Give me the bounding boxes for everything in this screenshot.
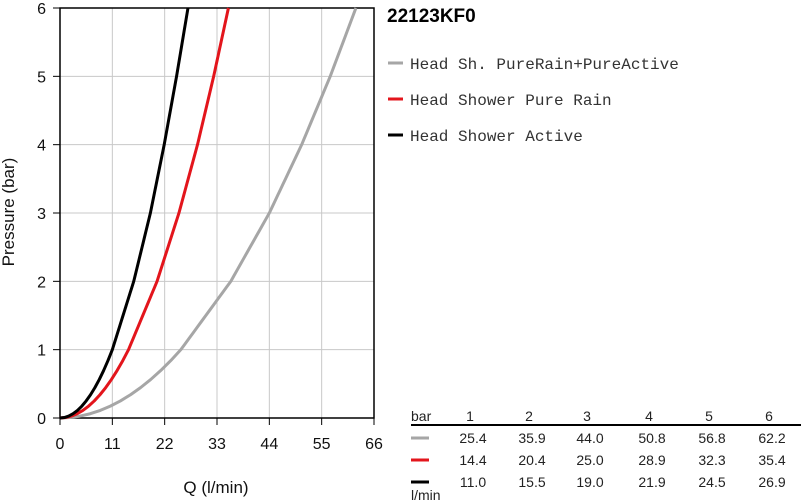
table-cell: 20.4 bbox=[518, 452, 545, 468]
table-cell: 35.4 bbox=[758, 452, 785, 468]
series-line-3 bbox=[59, 7, 190, 420]
table-cell: 14.4 bbox=[459, 452, 486, 468]
legend-label: Head Shower Active bbox=[410, 128, 583, 146]
x-tick-label: 33 bbox=[208, 436, 226, 453]
y-tick-label: 6 bbox=[37, 1, 46, 18]
table-unit-label: l/min bbox=[411, 487, 441, 502]
legend: Head Sh. PureRain+PureActive Head Shower … bbox=[388, 56, 679, 146]
table-column-header: 3 bbox=[583, 408, 591, 424]
table-cell: 25.0 bbox=[576, 452, 603, 468]
legend-label: Head Shower Pure Rain bbox=[410, 92, 612, 110]
x-tick-label: 22 bbox=[156, 436, 174, 453]
table-header-label: bar bbox=[411, 408, 432, 424]
x-axis-ticks: 0 11 22 33 44 55 66 bbox=[56, 418, 383, 453]
series-lines bbox=[59, 7, 358, 420]
y-tick-label: 5 bbox=[37, 69, 46, 86]
chart-grid bbox=[60, 8, 374, 418]
table-column-header: 4 bbox=[645, 408, 653, 424]
table-cell: 15.5 bbox=[518, 474, 545, 490]
y-tick-label: 3 bbox=[37, 206, 46, 223]
legend-label: Head Sh. PureRain+PureActive bbox=[410, 56, 679, 74]
table-cell: 19.0 bbox=[576, 474, 603, 490]
table-column-header: 2 bbox=[525, 408, 533, 424]
x-tick-label: 11 bbox=[104, 436, 121, 453]
table-cell: 32.3 bbox=[698, 452, 725, 468]
y-axis-title: Pressure (bar) bbox=[0, 158, 18, 267]
x-tick-label: 44 bbox=[260, 436, 278, 453]
chart-title: 22123KF0 bbox=[387, 6, 476, 27]
table-column-header: 6 bbox=[765, 408, 773, 424]
y-tick-label: 0 bbox=[37, 411, 46, 428]
data-table: bar 1 2 3 4 5 6 25.4 35.9 44.0 50.8 56.8 62.2 14.4 20.… bbox=[411, 408, 801, 502]
table-cell: 25.4 bbox=[459, 430, 486, 446]
x-tick-label: 55 bbox=[313, 436, 331, 453]
y-axis-ticks: 0 1 2 3 4 5 6 bbox=[37, 1, 60, 428]
x-tick-label: 0 bbox=[56, 436, 65, 453]
table-cell: 28.9 bbox=[638, 452, 665, 468]
table-cell: 44.0 bbox=[576, 430, 603, 446]
table-cell: 56.8 bbox=[698, 430, 725, 446]
table-cell: 35.9 bbox=[518, 430, 545, 446]
table-cell: 26.9 bbox=[758, 474, 785, 490]
table-cell: 11.0 bbox=[460, 474, 486, 490]
table-column-header: 5 bbox=[705, 408, 713, 424]
y-tick-label: 2 bbox=[37, 274, 46, 291]
x-tick-label: 66 bbox=[365, 436, 383, 453]
table-cell: 21.9 bbox=[638, 474, 665, 490]
series-line-2 bbox=[59, 7, 230, 420]
y-tick-label: 4 bbox=[37, 138, 46, 155]
table-cell: 62.2 bbox=[758, 430, 785, 446]
table-column-header: 1 bbox=[466, 408, 474, 424]
series-line-1 bbox=[59, 7, 358, 420]
table-cell: 50.8 bbox=[638, 430, 665, 446]
table-cell: 24.5 bbox=[698, 474, 725, 490]
x-axis-title: Q (l/min) bbox=[183, 478, 248, 497]
y-tick-label: 1 bbox=[37, 343, 46, 360]
